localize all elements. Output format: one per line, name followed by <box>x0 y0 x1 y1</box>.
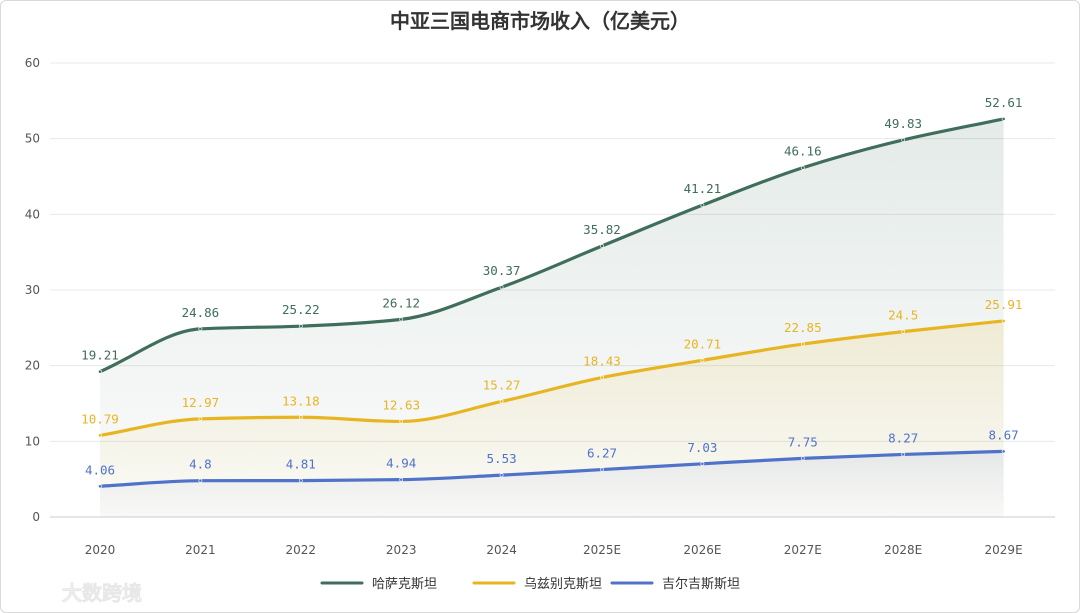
data-label-series-0: 52.61 <box>985 95 1023 110</box>
x-tick-label: 2026E <box>683 543 721 557</box>
data-label-series-0: 49.83 <box>884 116 922 131</box>
data-label-series-2: 4.81 <box>286 457 316 472</box>
point-series-2[interactable] <box>198 478 203 483</box>
y-tick-label: 60 <box>25 56 40 70</box>
x-tick-label: 2023 <box>386 543 417 557</box>
data-label-series-1: 12.63 <box>382 397 420 412</box>
point-series-1[interactable] <box>1001 319 1006 323</box>
data-label-series-2: 5.53 <box>487 451 517 466</box>
point-series-0[interactable] <box>800 165 805 170</box>
data-label-series-0: 35.82 <box>583 222 621 237</box>
data-label-series-1: 10.79 <box>81 411 119 426</box>
legend-label: 哈萨克斯坦 <box>372 577 437 592</box>
data-label-series-2: 4.06 <box>85 462 115 477</box>
data-label-series-1: 20.71 <box>684 336 722 351</box>
data-label-series-1: 13.18 <box>282 393 320 408</box>
point-series-2[interactable] <box>98 484 102 489</box>
data-label-series-2: 7.75 <box>788 434 818 449</box>
point-series-0[interactable] <box>198 326 203 331</box>
line-series-0[interactable] <box>98 117 1006 374</box>
data-label-series-0: 25.22 <box>282 302 320 317</box>
data-label-series-2: 4.94 <box>386 456 416 471</box>
x-tick-label: 2027E <box>784 543 822 557</box>
data-labels: 19.21 24.86 25.22 26.12 30.37 35.82 41.21 46.16… <box>81 95 1022 477</box>
point-series-1[interactable] <box>499 399 504 404</box>
point-series-1[interactable] <box>399 419 404 424</box>
point-series-0[interactable] <box>700 203 705 208</box>
point-series-2[interactable] <box>600 467 604 472</box>
x-tick-label: 2020 <box>85 543 116 557</box>
series-lines <box>98 117 1006 489</box>
legend-item-series-1[interactable]: 乌兹别克斯坦 <box>472 576 602 592</box>
data-label-series-1: 24.5 <box>888 308 918 323</box>
chart-title: 中亚三国电商市场收入（亿美元） <box>390 9 690 33</box>
point-series-2[interactable] <box>499 473 504 478</box>
legend-item-series-2[interactable]: 吉尔吉斯斯坦 <box>610 577 740 592</box>
watermark-text: 大数跨境 <box>62 581 142 605</box>
x-tick-label: 2024 <box>486 543 517 557</box>
data-label-series-2: 8.67 <box>989 427 1019 442</box>
point-series-1[interactable] <box>800 342 805 347</box>
y-tick-label: 0 <box>32 510 40 524</box>
point-series-2[interactable] <box>901 452 906 457</box>
y-tick-label: 40 <box>25 207 40 221</box>
data-label-series-2: 8.27 <box>888 430 918 445</box>
x-tick-label: 2025E <box>583 543 621 557</box>
line-series-1[interactable] <box>98 319 1006 437</box>
point-series-0[interactable] <box>298 324 303 329</box>
point-series-2[interactable] <box>700 461 705 466</box>
legend-label: 乌兹别克斯坦 <box>524 576 602 592</box>
x-tick-label: 2021 <box>185 543 216 557</box>
data-label-series-1: 25.91 <box>985 297 1023 312</box>
y-tick-label: 50 <box>25 132 40 146</box>
x-axis: 2020 2021 2022 2023 2024 2025E 2026E 2027E 2028E… <box>85 543 1023 557</box>
data-label-series-2: 7.03 <box>687 440 717 455</box>
data-label-series-1: 15.27 <box>483 377 521 392</box>
point-series-2[interactable] <box>399 477 404 482</box>
data-label-series-0: 26.12 <box>382 295 420 310</box>
data-label-series-2: 6.27 <box>587 446 617 461</box>
data-label-series-1: 18.43 <box>583 354 621 369</box>
x-tick-label: 2028E <box>884 543 922 557</box>
point-series-0[interactable] <box>499 285 504 290</box>
x-tick-label: 2022 <box>286 543 317 557</box>
y-axis: 0 10 20 30 40 50 60 <box>25 56 40 524</box>
point-series-1[interactable] <box>198 416 203 421</box>
point-series-0[interactable] <box>399 317 404 322</box>
point-series-2[interactable] <box>800 456 805 461</box>
point-series-2[interactable] <box>298 478 303 483</box>
point-series-0[interactable] <box>901 138 906 142</box>
point-series-1[interactable] <box>298 415 303 420</box>
legend[interactable]: 哈萨克斯坦 乌兹别克斯坦 吉尔吉斯斯坦 <box>320 576 740 592</box>
point-series-0[interactable] <box>600 244 604 248</box>
data-label-series-0: 46.16 <box>784 144 822 159</box>
legend-item-series-0[interactable]: 哈萨克斯坦 <box>320 577 437 592</box>
area-series-2 <box>100 451 1004 517</box>
point-series-1[interactable] <box>700 358 705 363</box>
chat-bubble-logo-icon <box>12 575 60 600</box>
x-tick-label: 2029E <box>985 543 1023 557</box>
legend-label: 吉尔吉斯斯坦 <box>662 577 740 592</box>
data-label-series-1: 22.85 <box>784 320 822 335</box>
y-tick-label: 30 <box>25 283 40 297</box>
point-series-1[interactable] <box>98 433 102 438</box>
point-series-2[interactable] <box>1001 449 1006 454</box>
point-series-1[interactable] <box>600 375 604 380</box>
watermark: 大数跨境 <box>12 575 142 605</box>
data-label-series-0: 19.21 <box>81 348 119 363</box>
data-label-series-2: 4.8 <box>189 457 212 472</box>
y-tick-label: 10 <box>25 434 40 448</box>
data-label-series-0: 24.86 <box>182 305 220 320</box>
data-label-series-1: 12.97 <box>182 395 220 410</box>
line-series-2[interactable] <box>98 449 1006 488</box>
point-series-0[interactable] <box>98 369 102 374</box>
point-series-0[interactable] <box>1001 117 1006 121</box>
point-series-1[interactable] <box>901 329 906 334</box>
data-label-series-0: 41.21 <box>684 181 722 196</box>
data-label-series-0: 30.37 <box>483 263 521 278</box>
y-tick-label: 20 <box>25 359 40 373</box>
